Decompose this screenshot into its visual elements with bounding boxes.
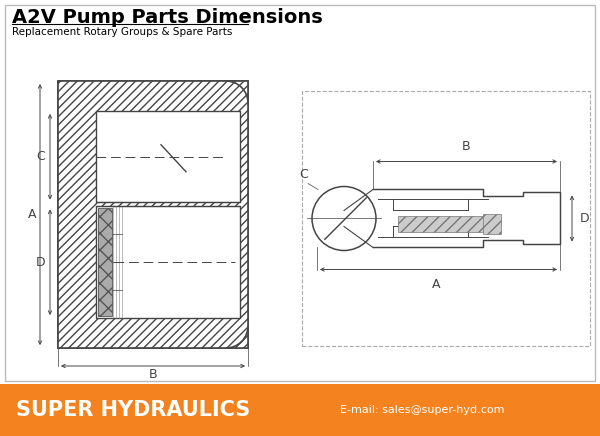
Text: SUPER HYDRAULICS: SUPER HYDRAULICS (16, 400, 250, 420)
Bar (96, 202, 240, 207)
Bar (58, 81, 248, 348)
Text: Replacement Rotary Groups & Spare Parts: Replacement Rotary Groups & Spare Parts (12, 27, 232, 37)
Text: B: B (149, 368, 157, 382)
Bar (96, 111, 240, 202)
Bar (0, 384, 600, 436)
Bar (58, 81, 248, 348)
Text: D: D (36, 256, 46, 269)
Polygon shape (373, 190, 560, 248)
Text: A: A (28, 208, 36, 221)
Text: D: D (580, 212, 590, 225)
Bar (483, 215, 501, 235)
Text: C: C (37, 150, 46, 163)
Bar (302, 91, 590, 346)
Text: A: A (432, 279, 440, 292)
Bar (5, 5, 595, 381)
Text: A2V Pump Parts Dimensions: A2V Pump Parts Dimensions (12, 8, 323, 27)
Bar (398, 217, 493, 232)
Bar (98, 208, 112, 316)
Bar (96, 207, 240, 318)
Bar (58, 81, 248, 348)
Text: E-mail: sales@super-hyd.com: E-mail: sales@super-hyd.com (340, 405, 505, 415)
Bar (58, 111, 96, 318)
Text: C: C (299, 168, 308, 181)
Text: B: B (462, 140, 471, 153)
Circle shape (312, 187, 376, 251)
